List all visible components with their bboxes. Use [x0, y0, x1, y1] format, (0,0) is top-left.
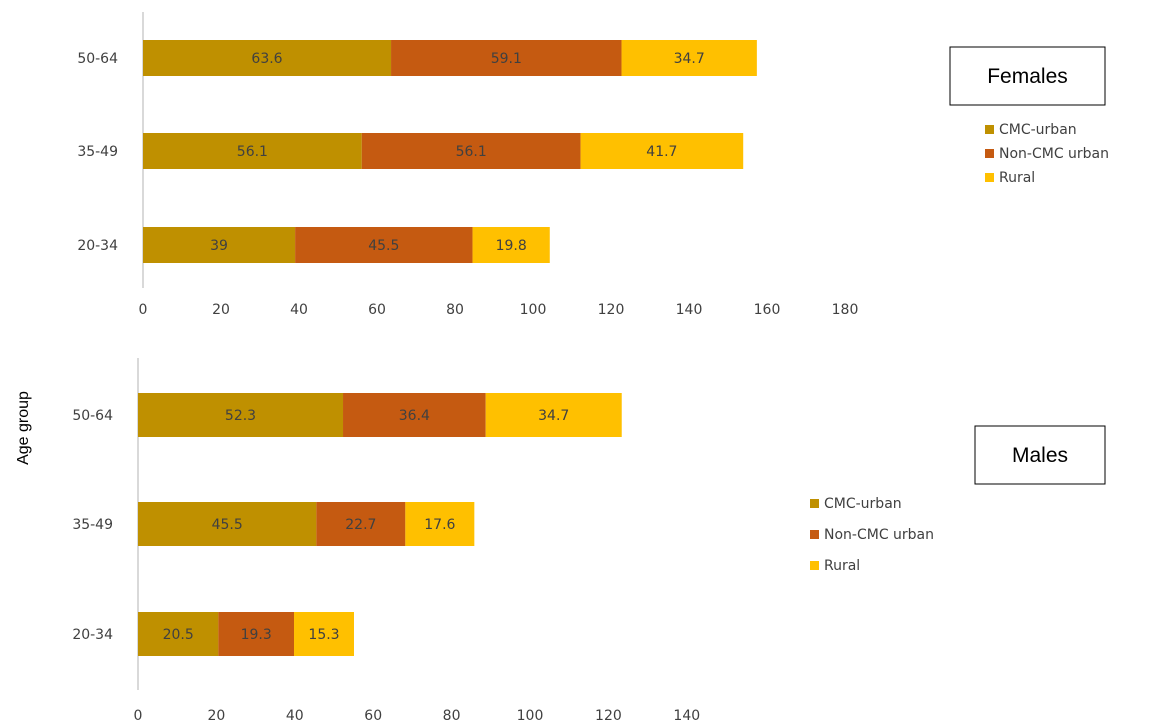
legend-label: Rural [824, 558, 860, 574]
x-tick-label: 20 [212, 302, 230, 318]
bar-segment [138, 393, 344, 437]
legend-swatch [985, 125, 994, 134]
bar-segment [621, 40, 757, 76]
category-label: 20-34 [72, 627, 113, 643]
legend-label: Non-CMC urban [824, 527, 934, 543]
data-label: 52.3 [225, 408, 256, 424]
legend-label: Non-CMC urban [999, 146, 1109, 162]
bar-segment [485, 393, 622, 437]
data-label: 19.3 [241, 627, 272, 643]
bar-segment [472, 227, 550, 263]
bar-segment [295, 227, 473, 263]
x-tick-label: 40 [290, 302, 308, 318]
bar-segment [143, 40, 392, 76]
data-label: 39 [210, 238, 228, 254]
x-tick-label: 0 [139, 302, 148, 318]
legend-swatch [810, 499, 819, 508]
y-axis-label: Age group [15, 391, 32, 465]
legend-swatch [810, 561, 819, 570]
data-label: 45.5 [212, 517, 243, 533]
data-label: 56.1 [456, 144, 487, 160]
chart-panel-males: 20.5 19.3 15.3 20-34 45.5 22.7 17.6 35-49 52.3 36… [72, 358, 1106, 723]
legend-label: CMC-urban [824, 496, 902, 512]
data-label: 59.1 [491, 51, 522, 67]
x-tick-label: 180 [832, 302, 859, 318]
bar-segment [138, 502, 317, 546]
bar-segment [580, 133, 744, 169]
category-label: 50-64 [72, 408, 113, 424]
data-label: 34.7 [674, 51, 705, 67]
data-label: 17.6 [424, 517, 455, 533]
data-label: 15.3 [308, 627, 339, 643]
x-tick-label: 60 [364, 708, 382, 723]
data-label: 34.7 [538, 408, 569, 424]
bar-segment [316, 502, 406, 546]
legend-swatch [810, 530, 819, 539]
data-label: 63.6 [251, 51, 282, 67]
bar-segment [361, 133, 581, 169]
x-tick-label: 100 [517, 708, 544, 723]
legend-label: CMC-urban [999, 122, 1077, 138]
x-tick-label: 40 [286, 708, 304, 723]
x-tick-label: 20 [207, 708, 225, 723]
category-label: 50-64 [77, 51, 118, 67]
bar-segment [405, 502, 475, 546]
data-label: 20.5 [163, 627, 194, 643]
bar-segment [218, 612, 295, 656]
data-label: 41.7 [646, 144, 677, 160]
bar-segment [294, 612, 354, 656]
title-box [974, 425, 1106, 485]
data-label: 36.4 [399, 408, 430, 424]
legend-label: Rural [999, 170, 1035, 186]
category-label: 35-49 [72, 517, 113, 533]
x-tick-label: 160 [754, 302, 781, 318]
legend-swatch [985, 173, 994, 182]
x-tick-label: 120 [595, 708, 622, 723]
bar-segment [343, 393, 486, 437]
data-label: 19.8 [496, 238, 527, 254]
x-tick-label: 80 [443, 708, 461, 723]
x-tick-label: 140 [673, 708, 700, 723]
x-tick-label: 60 [368, 302, 386, 318]
x-tick-label: 140 [676, 302, 703, 318]
bar-segment [143, 133, 362, 169]
bar-segment [138, 612, 219, 656]
legend-swatch [985, 149, 994, 158]
x-tick-label: 120 [598, 302, 625, 318]
data-label: 45.5 [368, 238, 399, 254]
category-label: 35-49 [77, 144, 118, 160]
category-label: 20-34 [77, 238, 118, 254]
chart-title: Males [1012, 444, 1068, 467]
data-label: 22.7 [345, 517, 376, 533]
chart-panel-females: 39 45.5 19.8 20-34 56.1 56.1 41.7 35-49 63.6 59.1… [77, 12, 1109, 318]
x-tick-label: 100 [520, 302, 547, 318]
x-tick-label: 80 [446, 302, 464, 318]
chart-title: Females [987, 65, 1068, 88]
title-box [949, 46, 1106, 106]
data-label: 56.1 [237, 144, 268, 160]
bar-segment [143, 227, 296, 263]
x-tick-label: 0 [134, 708, 143, 723]
bar-segment [391, 40, 622, 76]
